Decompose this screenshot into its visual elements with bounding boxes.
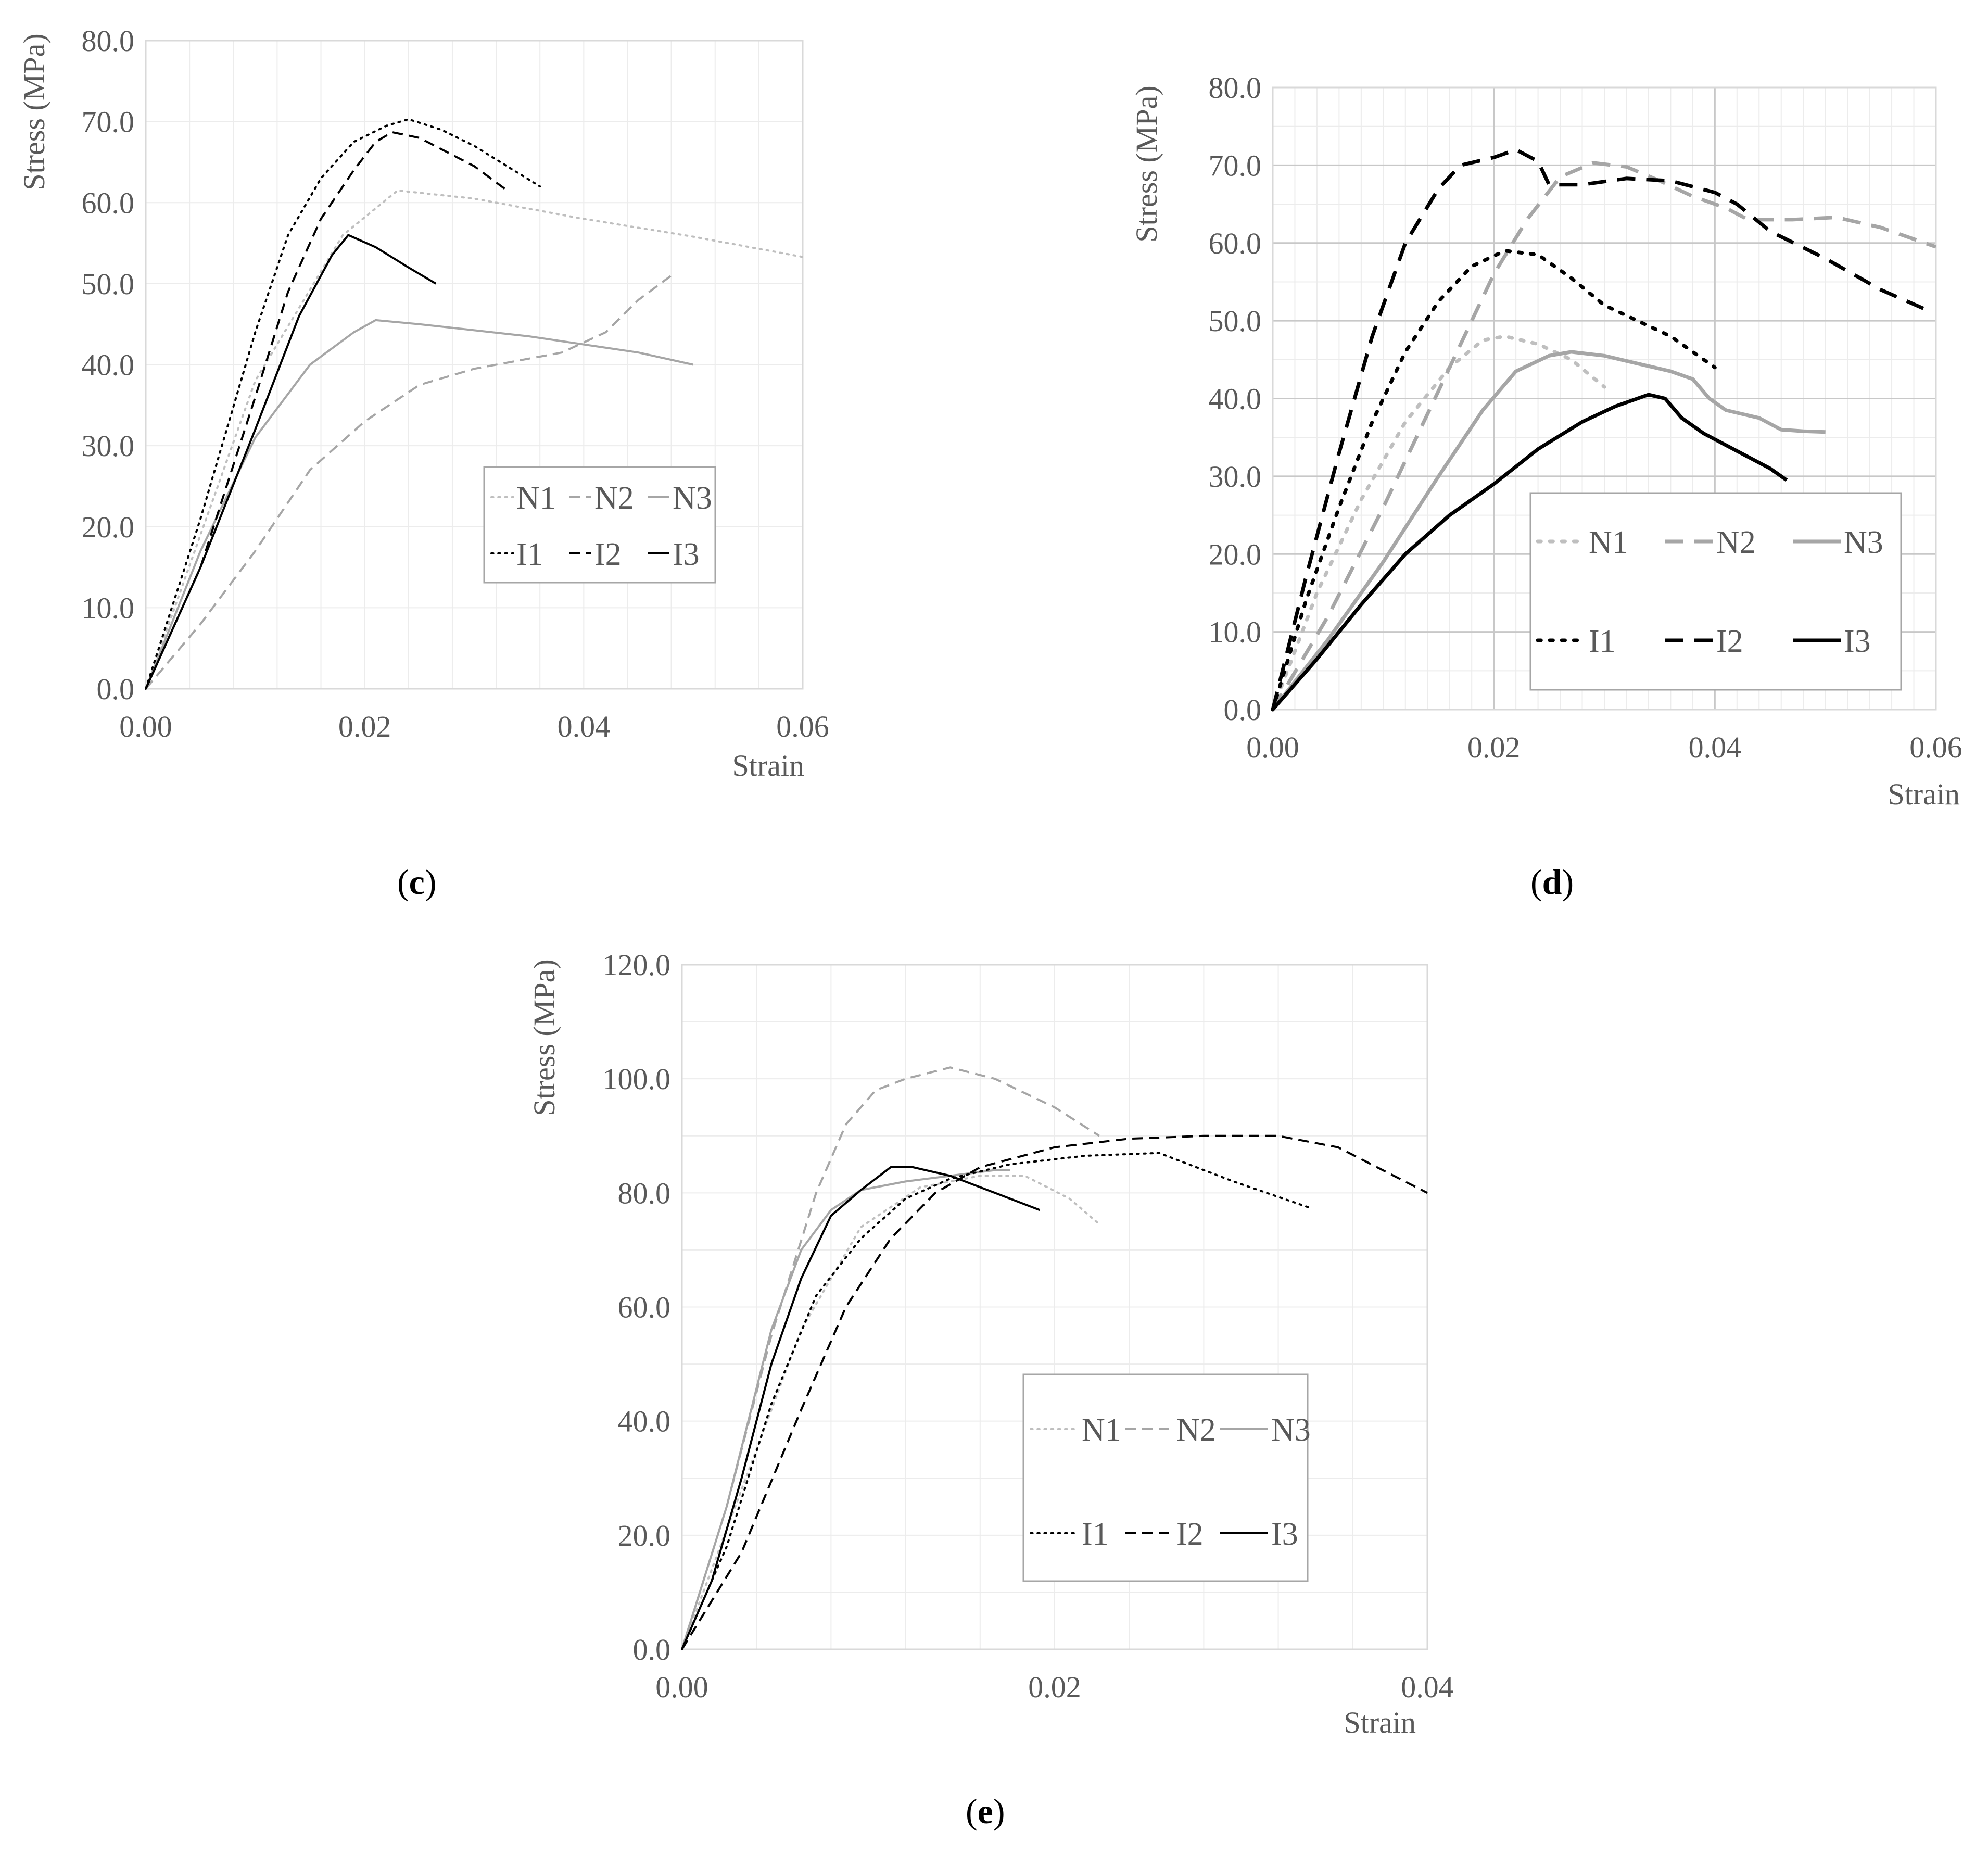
y-tick-label: 10.0	[82, 591, 135, 625]
legend-label-i3: I3	[1271, 1517, 1298, 1552]
legend-label-i2: I2	[1176, 1517, 1204, 1552]
x-tick-label: 0.04	[1689, 730, 1742, 764]
series-line-i1	[1271, 249, 1717, 712]
y-tick-label: 80.0	[1209, 71, 1262, 105]
y-tick-label: 40.0	[1209, 382, 1262, 416]
y-tick-label: 80.0	[618, 1176, 671, 1210]
y-tick-label: 60.0	[618, 1291, 671, 1324]
x-axis-label: Strain	[732, 749, 804, 782]
y-tick-label: 0.0	[1224, 693, 1262, 727]
y-tick-label: 10.0	[1209, 615, 1262, 649]
x-tick-label: 0.02	[338, 710, 391, 743]
plot-border	[681, 964, 1428, 1650]
x-tick-label: 0.04	[558, 710, 611, 743]
legend: N1 N2 N3 I1 I2 I3	[1022, 1373, 1311, 1582]
y-tick-label: 20.0	[82, 510, 135, 544]
legend-label-i1: I1	[516, 537, 543, 572]
y-tick-label: 80.0	[82, 24, 135, 58]
legend-label-i2: I2	[594, 537, 622, 572]
y-tick-label: 50.0	[1209, 304, 1262, 338]
panel-label-d: (d)	[1530, 862, 1574, 902]
y-tick-label: 120.0	[603, 948, 671, 982]
y-tick-label: 70.0	[1209, 148, 1262, 182]
plot-border	[145, 40, 804, 690]
x-tick-label: 0.06	[776, 710, 829, 743]
chart-c: 0.00 0.02 0.04 0.06 0.0 10.0 20.0 30.0 40.0 50.0 6…	[17, 24, 829, 782]
chart-e: 0.00 0.02 0.04 0.0 20.0 40.0 60.0 80.0 100.0 120.…	[527, 948, 1454, 1739]
series-line-i2	[1271, 148, 1926, 710]
legend-label-n3: N3	[673, 481, 712, 516]
x-axis-label: Strain	[1344, 1706, 1416, 1739]
legend-label-n1: N1	[1082, 1412, 1121, 1448]
series-line-n3	[1271, 350, 1826, 711]
series-line-n3	[145, 319, 694, 689]
series-line-i1	[681, 1152, 1309, 1650]
series-group	[145, 118, 804, 690]
x-tick-label: 0.06	[1909, 730, 1962, 764]
y-axis-label: Stress (MPa)	[17, 33, 51, 190]
gridlines	[145, 40, 803, 689]
y-tick-label: 20.0	[1209, 537, 1262, 571]
legend-label-n2: N2	[594, 481, 634, 516]
x-tick-label: 0.04	[1401, 1670, 1454, 1704]
y-tick-label: 40.0	[618, 1405, 671, 1438]
series-line-n2	[145, 274, 672, 690]
legend-box	[1529, 492, 1902, 691]
legend-label-n2: N2	[1176, 1412, 1216, 1448]
x-tick-label: 0.00	[655, 1670, 708, 1704]
panel-label-e: (e)	[966, 1791, 1005, 1831]
panel-label-c: (c)	[397, 862, 437, 902]
series-line-n1	[145, 189, 804, 690]
y-tick-label: 50.0	[82, 267, 135, 301]
x-axis-label: Strain	[1888, 777, 1960, 811]
y-axis-label: Stress (MPa)	[1130, 85, 1163, 242]
y-tick-label: 40.0	[82, 348, 135, 382]
legend-label-n2: N2	[1716, 525, 1756, 560]
legend-label-i1: I1	[1589, 624, 1616, 659]
y-tick-label: 0.0	[633, 1633, 671, 1666]
y-tick-label: 20.0	[618, 1519, 671, 1552]
y-tick-label: 70.0	[82, 105, 135, 139]
series-line-i3	[145, 234, 437, 689]
x-tick-label: 0.00	[119, 710, 172, 743]
legend-label-i1: I1	[1082, 1517, 1109, 1552]
series-group	[681, 1066, 1428, 1650]
legend: N1 N2 N3 I1 I2 I3	[483, 466, 716, 584]
legend-label-i3: I3	[673, 537, 700, 572]
y-tick-label: 100.0	[603, 1062, 671, 1096]
legend-box	[1022, 1373, 1309, 1582]
series-line-i2	[145, 131, 508, 689]
x-tick-label: 0.00	[1246, 730, 1299, 764]
x-tick-label: 0.02	[1028, 1670, 1081, 1704]
series-line-n3	[681, 1169, 1010, 1650]
y-tick-label: 60.0	[82, 186, 135, 220]
y-tick-label: 30.0	[82, 429, 135, 463]
y-axis-label: Stress (MPa)	[527, 959, 561, 1116]
series-line-i2	[681, 1134, 1428, 1650]
legend-label-n1: N1	[516, 481, 556, 516]
series-line-i1	[145, 118, 541, 690]
legend-box	[483, 466, 716, 584]
y-tick-label: 60.0	[1209, 226, 1262, 260]
legend-label-n3: N3	[1271, 1412, 1311, 1448]
series-line-i3	[681, 1166, 1041, 1650]
series-line-i3	[1271, 393, 1788, 711]
chart-d: 0.00 0.02 0.04 0.06 0.0 10.0 20.0 30.0 40.0 50.0 6…	[1130, 71, 1962, 811]
legend-label-n1: N1	[1589, 525, 1628, 560]
legend: N1 N2 N3 I1 I2 I3	[1529, 492, 1902, 691]
legend-label-n3: N3	[1844, 525, 1883, 560]
y-tick-label: 30.0	[1209, 460, 1262, 494]
series-line-n1	[1271, 334, 1606, 712]
y-tick-label: 0.0	[97, 672, 135, 706]
x-tick-label: 0.02	[1467, 730, 1521, 764]
legend-label-i3: I3	[1844, 624, 1871, 659]
series-line-n2	[1271, 161, 1937, 711]
series-group	[1271, 148, 1937, 712]
plot-border	[1272, 86, 1937, 711]
legend-label-i2: I2	[1716, 624, 1743, 659]
